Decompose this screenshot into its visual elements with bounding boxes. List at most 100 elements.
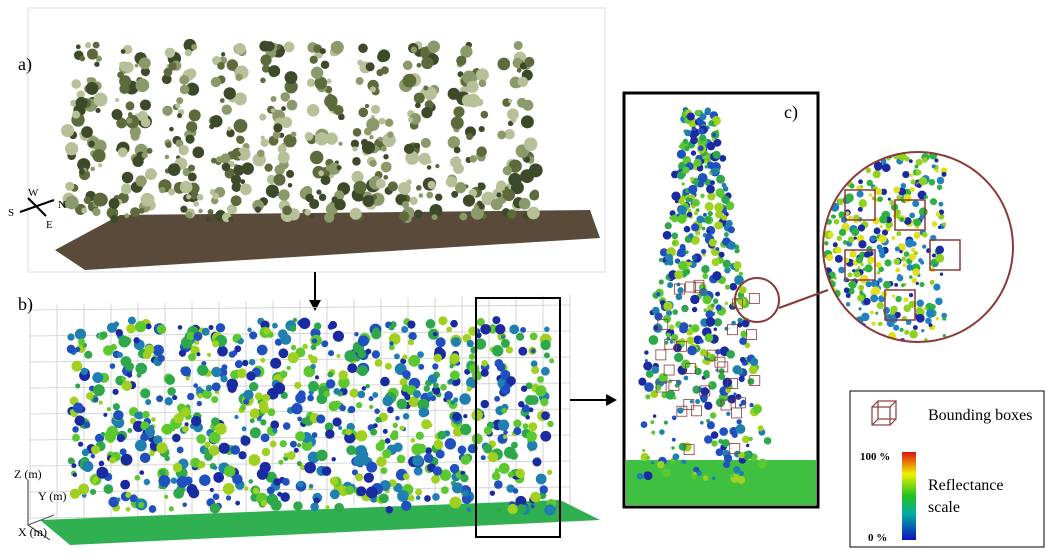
point bbox=[78, 338, 85, 345]
point bbox=[525, 415, 530, 420]
point bbox=[672, 415, 677, 420]
point bbox=[711, 303, 715, 307]
point bbox=[412, 455, 423, 466]
point bbox=[855, 328, 860, 333]
point bbox=[740, 357, 746, 363]
point bbox=[709, 239, 717, 247]
point bbox=[656, 292, 660, 296]
point bbox=[506, 376, 516, 386]
point bbox=[933, 284, 940, 291]
point bbox=[467, 386, 472, 391]
leaf bbox=[470, 155, 477, 162]
point bbox=[848, 321, 854, 327]
point bbox=[387, 406, 394, 413]
point bbox=[708, 120, 714, 126]
point bbox=[331, 457, 335, 461]
point bbox=[909, 275, 913, 279]
point bbox=[828, 232, 834, 238]
point bbox=[913, 325, 918, 330]
point bbox=[196, 434, 206, 444]
point bbox=[901, 257, 906, 262]
point bbox=[249, 479, 254, 484]
point bbox=[647, 456, 650, 459]
point bbox=[445, 438, 456, 449]
point bbox=[293, 501, 303, 511]
leaf bbox=[310, 151, 323, 164]
scale-title: Reflectance bbox=[928, 477, 1004, 494]
leaf bbox=[505, 186, 509, 190]
point bbox=[453, 397, 458, 402]
point bbox=[758, 459, 768, 469]
point bbox=[135, 440, 147, 452]
leaf bbox=[408, 117, 413, 122]
point bbox=[304, 462, 316, 474]
point bbox=[909, 213, 915, 219]
point bbox=[730, 474, 734, 478]
point bbox=[145, 399, 151, 405]
point bbox=[850, 173, 854, 177]
point bbox=[297, 461, 302, 466]
leaf bbox=[189, 109, 201, 121]
leaf bbox=[420, 47, 426, 53]
point bbox=[871, 321, 875, 325]
point bbox=[859, 199, 867, 207]
leaf bbox=[371, 105, 380, 114]
leaf bbox=[260, 139, 268, 147]
point bbox=[380, 467, 387, 474]
leaf bbox=[427, 165, 432, 170]
leaf bbox=[476, 146, 486, 156]
point bbox=[278, 460, 283, 465]
point bbox=[248, 454, 260, 466]
leaf bbox=[93, 42, 100, 49]
point bbox=[103, 413, 107, 417]
point bbox=[191, 416, 202, 427]
compass-s: S bbox=[8, 207, 14, 219]
point bbox=[698, 128, 705, 135]
point bbox=[84, 422, 91, 429]
point bbox=[402, 370, 411, 379]
leaf bbox=[352, 146, 357, 151]
point bbox=[849, 281, 857, 289]
leaf bbox=[188, 172, 197, 181]
point bbox=[897, 275, 904, 282]
point bbox=[879, 225, 882, 228]
point bbox=[702, 273, 708, 279]
point bbox=[674, 353, 683, 362]
point bbox=[692, 199, 699, 206]
leaf bbox=[278, 189, 289, 200]
point bbox=[909, 253, 916, 260]
point bbox=[704, 402, 712, 410]
point bbox=[750, 358, 758, 366]
point bbox=[860, 159, 867, 166]
leaf bbox=[255, 206, 261, 212]
point bbox=[126, 507, 131, 512]
point bbox=[728, 226, 735, 233]
point bbox=[707, 142, 715, 150]
point bbox=[893, 186, 900, 193]
point bbox=[308, 381, 319, 392]
point bbox=[874, 227, 881, 234]
point bbox=[82, 461, 93, 472]
leaf bbox=[479, 204, 485, 210]
point bbox=[837, 325, 845, 333]
leaf bbox=[524, 57, 534, 67]
point bbox=[749, 437, 753, 441]
point bbox=[211, 367, 221, 377]
point bbox=[909, 159, 913, 163]
point bbox=[909, 293, 913, 297]
point bbox=[316, 414, 325, 423]
point bbox=[858, 224, 865, 231]
point bbox=[878, 248, 884, 254]
point bbox=[683, 139, 688, 144]
point bbox=[531, 366, 539, 374]
point bbox=[382, 396, 393, 407]
point bbox=[536, 474, 547, 485]
point bbox=[221, 364, 227, 370]
point bbox=[540, 340, 550, 350]
point bbox=[235, 501, 240, 506]
leaf bbox=[185, 49, 192, 56]
point bbox=[842, 161, 845, 164]
point bbox=[74, 415, 84, 425]
point bbox=[869, 193, 872, 196]
point bbox=[120, 480, 130, 490]
